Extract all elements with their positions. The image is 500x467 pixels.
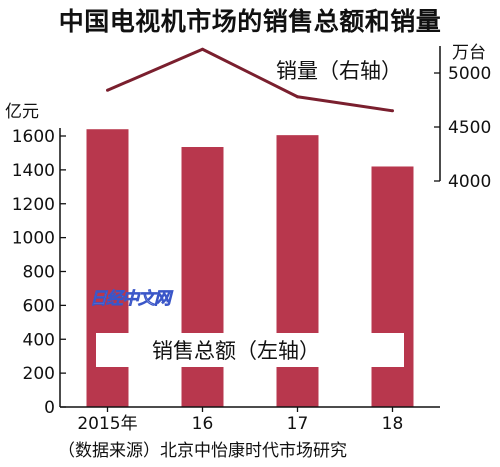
chart-title: 中国电视机市场的销售总额和销量 <box>58 7 442 36</box>
left-tick-label-1: 200 <box>23 364 55 384</box>
source-note: （数据来源）北京中怡康时代市场研究 <box>58 441 347 461</box>
bar-label-band <box>96 333 404 367</box>
line-point-1 <box>201 47 204 51</box>
right-tick-label-2: 5000 <box>448 64 491 84</box>
bar-3 <box>371 166 414 407</box>
left-tick-label-0: 0 <box>44 398 55 418</box>
line-series-label: 销量（右轴） <box>276 59 402 83</box>
right-tick-label-1: 4500 <box>448 118 491 138</box>
left-tick-label-4: 800 <box>23 263 55 283</box>
x-tick-label-1: 16 <box>192 414 214 434</box>
left-tick-label-2: 400 <box>23 330 55 350</box>
line-point-0 <box>106 88 109 92</box>
line-point-2 <box>296 95 299 99</box>
right-tick-label-0: 4000 <box>448 172 491 192</box>
left-tick-label-7: 1400 <box>12 161 55 181</box>
left-tick-label-6: 1200 <box>12 195 55 215</box>
x-tick-label-0: 2015年 <box>77 414 137 434</box>
bar-1 <box>181 147 224 407</box>
left-tick-label-3: 600 <box>23 296 55 316</box>
left-tick-label-8: 1600 <box>12 127 55 147</box>
line-point-3 <box>391 109 394 113</box>
right-axis-unit: 万台 <box>452 43 486 63</box>
left-tick-label-5: 1000 <box>12 229 55 249</box>
watermark-logo: 日经中文网 <box>90 289 172 310</box>
x-tick-label-2: 17 <box>287 414 309 434</box>
left-axis-unit: 亿元 <box>5 102 39 122</box>
x-tick-label-3: 18 <box>382 414 404 434</box>
line-series-sales-volume <box>106 47 393 113</box>
bar-series-label: 销售总额（左轴） <box>152 339 320 363</box>
